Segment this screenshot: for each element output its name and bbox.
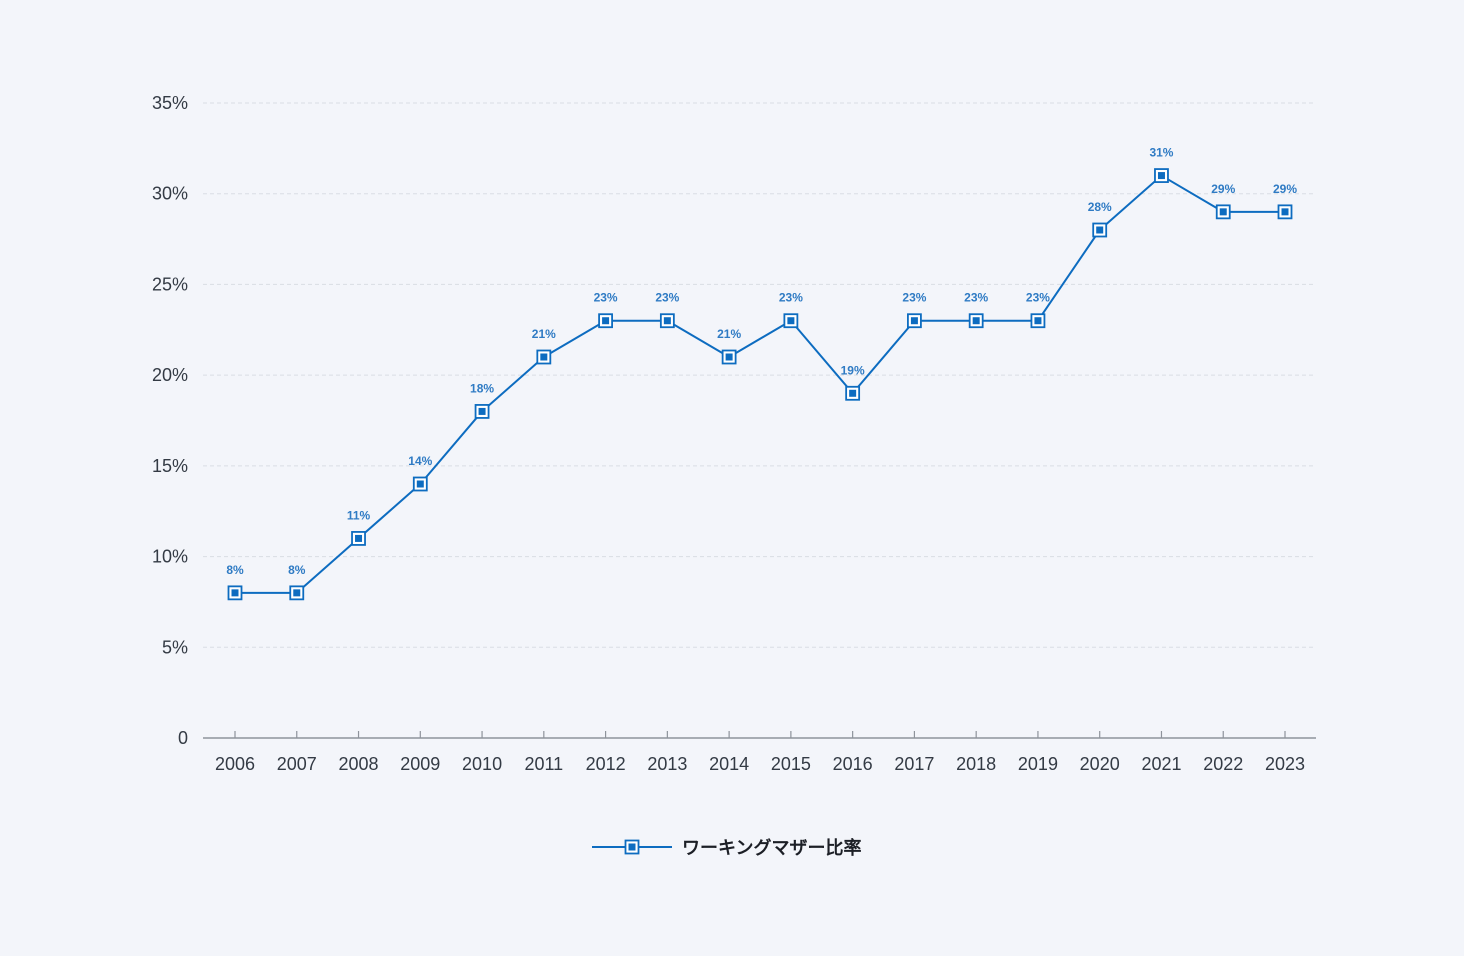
data-point-marker-fill bbox=[1157, 172, 1165, 180]
x-tick-label: 2015 bbox=[771, 754, 811, 774]
y-tick-label: 25% bbox=[152, 274, 188, 294]
x-tick-label: 2009 bbox=[400, 754, 440, 774]
series-markers bbox=[227, 168, 1293, 601]
x-tick-label: 2016 bbox=[833, 754, 873, 774]
y-tick-label: 30% bbox=[152, 184, 188, 204]
y-tick-label: 0 bbox=[178, 728, 188, 748]
legend-label: ワーキングマザー比率 bbox=[682, 837, 861, 858]
x-tick-label: 2013 bbox=[647, 754, 687, 774]
data-label: 29% bbox=[1211, 182, 1235, 196]
data-label: 11% bbox=[347, 508, 371, 522]
x-tick-label: 2023 bbox=[1265, 754, 1305, 774]
y-tick-label: 35% bbox=[152, 93, 188, 113]
x-tick-label: 2012 bbox=[586, 754, 626, 774]
x-tick-label: 2019 bbox=[1018, 754, 1058, 774]
data-point-marker-fill bbox=[478, 407, 486, 415]
data-label: 23% bbox=[964, 291, 988, 305]
x-tick-label: 2011 bbox=[524, 754, 563, 774]
data-label: 28% bbox=[1088, 200, 1112, 214]
y-tick-label: 10% bbox=[152, 547, 188, 567]
grid-lines bbox=[203, 102, 1316, 648]
series-line-path bbox=[235, 174, 1285, 594]
data-point-marker-fill bbox=[972, 317, 980, 325]
x-tick-label: 2017 bbox=[894, 754, 934, 774]
data-point-marker-fill bbox=[416, 480, 424, 488]
legend-marker-fill bbox=[628, 843, 636, 851]
x-tick-label: 2022 bbox=[1203, 754, 1243, 774]
data-point-marker-fill bbox=[725, 353, 733, 361]
y-tick-label: 15% bbox=[152, 456, 188, 476]
series-line bbox=[235, 174, 1285, 594]
x-tick-label: 2020 bbox=[1080, 754, 1120, 774]
data-point-marker-fill bbox=[231, 589, 239, 597]
data-label: 19% bbox=[841, 363, 865, 377]
data-point-marker-fill bbox=[293, 589, 301, 597]
data-label: 23% bbox=[655, 291, 679, 305]
y-tick-label: 20% bbox=[152, 365, 188, 385]
data-point-marker-fill bbox=[355, 534, 363, 542]
legend: ワーキングマザー比率 bbox=[592, 837, 861, 858]
y-axis: 0 5% 10% 15% 20% 25% 30% 35% bbox=[152, 93, 188, 748]
data-point-marker-fill bbox=[540, 353, 548, 361]
data-label: 29% bbox=[1273, 182, 1297, 196]
x-tick-label: 2014 bbox=[709, 754, 749, 774]
y-tick-label: 5% bbox=[162, 637, 188, 657]
data-label: 23% bbox=[1026, 291, 1050, 305]
data-label: 31% bbox=[1149, 146, 1173, 160]
x-tick-label: 2010 bbox=[462, 754, 502, 774]
data-label: 21% bbox=[532, 327, 556, 341]
data-point-marker-fill bbox=[1219, 208, 1227, 216]
data-labels: 8% 8% 11% 14% 18% 21% 23% 23% 21% 23% 19% 23% 23% 23%… bbox=[226, 146, 1297, 577]
data-label: 21% bbox=[717, 327, 741, 341]
x-tick-label: 2007 bbox=[277, 754, 317, 774]
data-point-marker-fill bbox=[849, 389, 857, 397]
data-point-marker-fill bbox=[1034, 317, 1042, 325]
x-tick-label: 2008 bbox=[339, 754, 379, 774]
data-point-marker-fill bbox=[663, 317, 671, 325]
x-tick-label: 2021 bbox=[1141, 754, 1181, 774]
x-tick-label: 2006 bbox=[215, 754, 255, 774]
data-point-marker-fill bbox=[602, 317, 610, 325]
x-axis: 2006 2007 2008 2009 2010 2011 2012 2013 2014 2015… bbox=[203, 731, 1316, 774]
data-label: 8% bbox=[226, 563, 244, 577]
data-point-marker-fill bbox=[1096, 226, 1104, 234]
x-tick-label: 2018 bbox=[956, 754, 996, 774]
data-point-marker-fill bbox=[910, 317, 918, 325]
data-point-marker-fill bbox=[787, 317, 795, 325]
data-label: 14% bbox=[408, 454, 432, 468]
data-label: 23% bbox=[594, 291, 618, 305]
data-label: 18% bbox=[470, 381, 494, 395]
data-label: 8% bbox=[288, 563, 306, 577]
data-point-marker-fill bbox=[1281, 208, 1289, 216]
data-label: 23% bbox=[779, 291, 803, 305]
data-label: 23% bbox=[902, 291, 926, 305]
